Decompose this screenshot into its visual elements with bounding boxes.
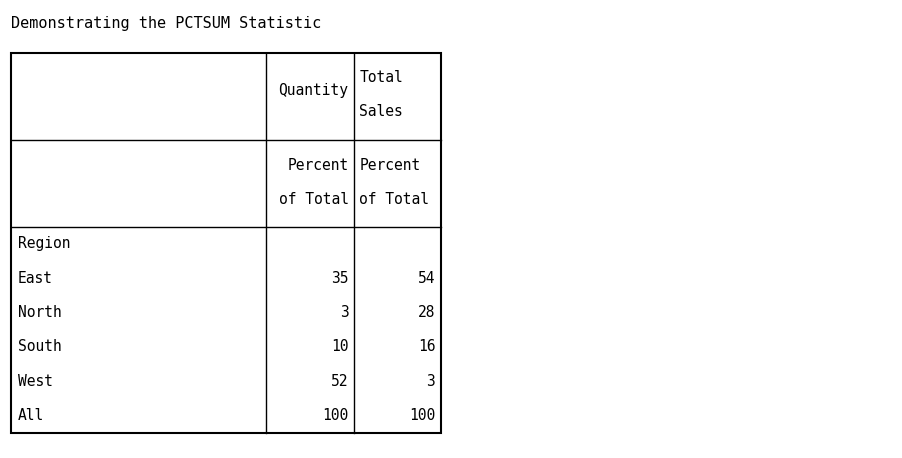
Text: Percent: Percent [287, 158, 348, 173]
Text: East: East [18, 271, 53, 286]
Text: South: South [18, 339, 61, 354]
Text: 100: 100 [322, 408, 348, 423]
Text: 16: 16 [418, 339, 435, 354]
Text: Sales: Sales [359, 104, 402, 119]
Text: Percent: Percent [359, 158, 420, 173]
Text: of Total: of Total [278, 192, 348, 207]
Text: 54: 54 [418, 271, 435, 286]
Text: 10: 10 [331, 339, 348, 354]
Text: 3: 3 [426, 374, 435, 389]
Text: Total: Total [359, 70, 402, 85]
Text: 35: 35 [331, 271, 348, 286]
Bar [11, 53, 440, 433]
Text: of Total: of Total [359, 192, 429, 207]
Text: 28: 28 [418, 305, 435, 320]
Text: 3: 3 [339, 305, 348, 320]
Text: All: All [18, 408, 44, 423]
Text: North: North [18, 305, 61, 320]
Text: Quantity: Quantity [278, 83, 348, 98]
Text: West: West [18, 374, 53, 389]
Text: Region: Region [18, 236, 70, 251]
Text: 100: 100 [409, 408, 435, 423]
Text: 52: 52 [331, 374, 348, 389]
Text: Demonstrating the PCTSUM Statistic: Demonstrating the PCTSUM Statistic [11, 16, 321, 31]
